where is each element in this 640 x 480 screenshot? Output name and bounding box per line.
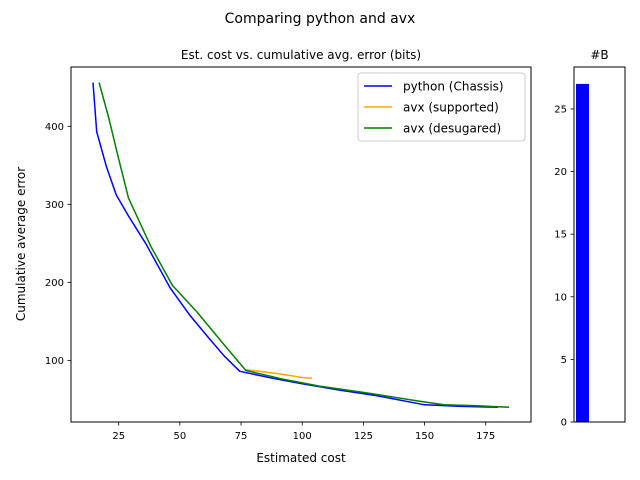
legend-frame [357,72,526,142]
line-chart: Est. cost vs. cumulative avg. error (bit… [14,48,532,465]
line-chart-title: Est. cost vs. cumulative avg. error (bit… [181,48,421,62]
line-chart-frame [70,66,532,423]
bar-y-tick-label: 5 [561,355,567,366]
figure-title: Comparing python and avx [225,11,416,27]
y-tick-label: 400 [45,122,64,133]
bar-y-axis-ticks: 0 5 10 15 20 25 [554,104,574,429]
x-tick-label: 25 [112,431,125,442]
x-tick-label: 50 [174,431,187,442]
x-tick-label: 175 [476,431,495,442]
series-line-avx-desugared [98,82,510,408]
bar-chart-title: #B [590,48,608,62]
y-axis-label: Cumulative average error [14,167,28,321]
series-line-avx-supported [245,368,313,380]
y-tick-label: 200 [45,278,64,289]
x-axis-ticks: 25 50 75 100 125 150 175 [112,422,495,442]
y-tick-label: 300 [45,200,64,211]
bar-chart-plot-area [576,83,589,423]
bar-y-tick-label: 20 [554,167,567,178]
bar-y-tick-label: 25 [554,104,567,115]
bar-chart-frame [573,66,626,423]
y-axis-ticks: 100 200 300 400 [45,122,71,367]
bar-y-tick-label: 0 [561,418,567,429]
bar-y-tick-label: 10 [554,292,567,303]
legend-label-avx-supported: avx (supported) [403,101,499,115]
x-tick-label: 75 [235,431,248,442]
x-tick-label: 100 [293,431,312,442]
bar-y-tick-label: 15 [554,230,567,241]
x-axis-label: Estimated cost [256,451,346,465]
legend-label-avx-desugared: avx (desugared) [403,122,501,136]
series-line-python-chassis [92,82,499,408]
x-tick-label: 125 [354,431,373,442]
bar-chart: #B 0 5 10 15 20 25 [554,48,626,429]
y-tick-label: 100 [45,356,64,367]
line-chart-plot-area [92,82,510,408]
legend: python (Chassis) avx (supported) avx (de… [357,72,526,142]
x-tick-label: 150 [415,431,434,442]
legend-label-python: python (Chassis) [403,80,504,94]
bar [576,83,589,423]
